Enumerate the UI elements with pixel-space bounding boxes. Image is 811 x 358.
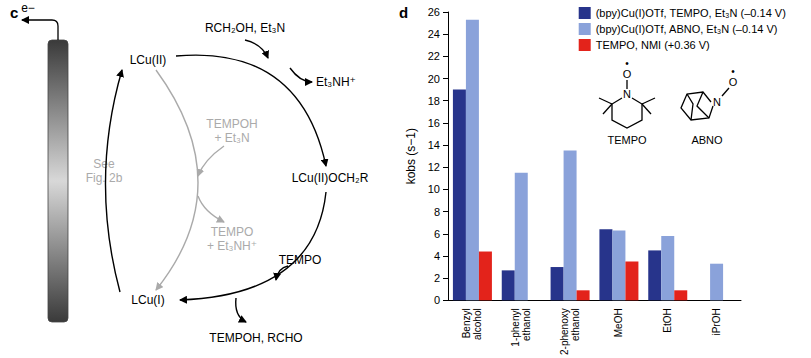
svg-text:EtOH: EtOH xyxy=(662,308,673,332)
svg-text:kobs (s−1): kobs (s−1) xyxy=(404,128,418,184)
svg-text:24: 24 xyxy=(428,28,440,40)
svg-text:TEMPO: TEMPO xyxy=(279,253,322,267)
svg-text:1-phenyl: 1-phenyl xyxy=(510,308,521,346)
svg-text:14: 14 xyxy=(428,139,440,151)
svg-text:RCH₂OH, Et₃N: RCH₂OH, Et₃N xyxy=(205,21,285,35)
svg-text:Et₃NH⁺: Et₃NH⁺ xyxy=(316,75,356,89)
svg-text:c: c xyxy=(10,4,18,21)
svg-text:iPrOH: iPrOH xyxy=(711,308,722,335)
svg-text:TEMPO+ Et₃NH⁺: TEMPO+ Et₃NH⁺ xyxy=(207,225,257,253)
svg-text:MeOH: MeOH xyxy=(613,308,624,337)
svg-text:22: 22 xyxy=(428,50,440,62)
svg-text:TEMPOH+ Et₃N: TEMPOH+ Et₃N xyxy=(206,117,257,145)
svg-text:N: N xyxy=(623,88,631,100)
svg-text:(bpy)Cu(I)OTf, TEMPO, Et₃N (–0: (bpy)Cu(I)OTf, TEMPO, Et₃N (–0.14 V) xyxy=(596,7,786,19)
svg-text:TEMPO, NMI (+0.36 V): TEMPO, NMI (+0.36 V) xyxy=(596,39,710,51)
svg-text:e−: e− xyxy=(21,1,35,15)
svg-text:Benzyl: Benzyl xyxy=(461,308,472,338)
svg-text:SeeFig. 2b: SeeFig. 2b xyxy=(86,157,123,185)
svg-text:LCu(II): LCu(II) xyxy=(130,53,167,67)
svg-text:ethanol: ethanol xyxy=(570,308,581,341)
svg-text:20: 20 xyxy=(428,73,440,85)
svg-text:2-phenoxy: 2-phenoxy xyxy=(559,308,570,355)
svg-text:LCu(II)OCH₂R: LCu(II)OCH₂R xyxy=(292,171,369,185)
svg-text:ethanol: ethanol xyxy=(521,308,532,341)
svg-text:6: 6 xyxy=(434,228,440,240)
svg-text:•: • xyxy=(731,66,735,77)
svg-text:d: d xyxy=(399,4,408,21)
svg-text:O: O xyxy=(729,76,738,88)
svg-text:12: 12 xyxy=(428,161,440,173)
svg-text:TEMPOH, RCHO: TEMPOH, RCHO xyxy=(209,331,302,345)
svg-text:N: N xyxy=(713,96,721,108)
svg-text:LCu(I): LCu(I) xyxy=(131,293,164,307)
svg-text:0: 0 xyxy=(434,294,440,306)
svg-text:8: 8 xyxy=(434,206,440,218)
svg-text:O: O xyxy=(623,68,632,80)
svg-text:4: 4 xyxy=(434,250,440,262)
svg-text:26: 26 xyxy=(428,6,440,18)
svg-text:alcohol: alcohol xyxy=(472,308,483,340)
svg-text:10: 10 xyxy=(428,183,440,195)
svg-text:TEMPO: TEMPO xyxy=(607,134,647,146)
svg-text:2: 2 xyxy=(434,272,440,284)
svg-text:16: 16 xyxy=(428,117,440,129)
svg-text:18: 18 xyxy=(428,95,440,107)
svg-text:(bpy)Cu(I)OTf, ABNO, Et₃N (–0.: (bpy)Cu(I)OTf, ABNO, Et₃N (–0.14 V) xyxy=(596,23,778,35)
svg-text:•: • xyxy=(625,58,629,69)
svg-text:ABNO: ABNO xyxy=(691,134,723,146)
